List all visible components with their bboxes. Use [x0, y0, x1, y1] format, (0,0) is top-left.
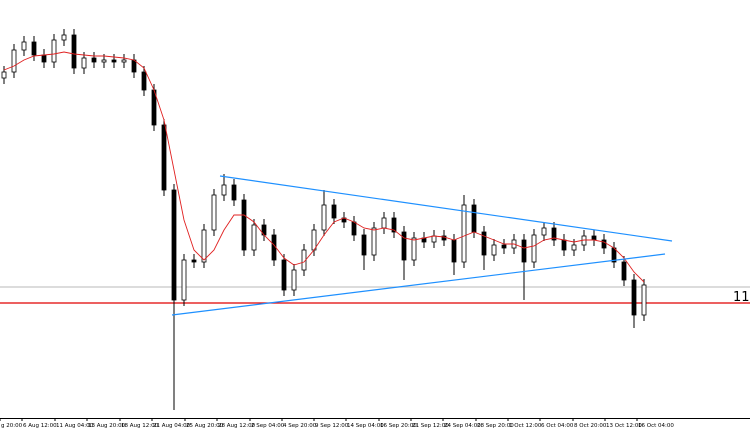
candle-body [111, 59, 117, 63]
candle-body [141, 71, 147, 91]
candle-body [541, 227, 547, 236]
candle-body [401, 231, 407, 261]
x-tick-label: 13 Oct 12:00 [606, 423, 642, 429]
x-tick-label: 6 Aug 12:00 [23, 423, 57, 429]
candle-body [431, 235, 437, 243]
candle-body [201, 229, 207, 263]
candle-body [531, 234, 537, 263]
candle-body [371, 227, 377, 256]
candle-body [51, 39, 57, 63]
x-tick-label: 13 Aug 20:00 [88, 423, 126, 429]
x-tick-label: 4 Sep 20:00 [283, 423, 317, 429]
x-tick-label: 16 Oct 04:00 [638, 423, 674, 429]
candle-body [161, 124, 167, 191]
candle-body [181, 259, 187, 301]
candle-body [71, 34, 77, 69]
candle-body [121, 59, 127, 63]
x-tick-label: 25 Aug 20:00 [186, 423, 224, 429]
candle-body [391, 217, 397, 233]
candle-body [631, 279, 637, 316]
candle-body [1, 71, 7, 79]
x-tick-label: 24 Sep 04:00 [444, 423, 481, 429]
candle-body [321, 204, 327, 231]
candle-body [591, 235, 597, 241]
candle-body [521, 239, 527, 263]
trendline [171, 253, 666, 316]
x-tick-label: 14 Sep 04:00 [347, 423, 384, 429]
x-tick-label: 8 Oct 20:00 [574, 423, 607, 429]
candle-body [91, 57, 97, 63]
candle-body [461, 204, 467, 263]
candle-body [131, 59, 137, 73]
candle-body [561, 239, 567, 251]
x-tick-label: 1 Oct 12:00 [509, 423, 542, 429]
x-tick-label: 2 Sep 04:00 [251, 423, 285, 429]
candle-body [491, 244, 497, 256]
x-tick-label: g 20:00 [1, 423, 23, 429]
candle-body [31, 41, 37, 56]
x-tick-label: 11 Aug 04:00 [56, 423, 94, 429]
candle-body [381, 217, 387, 229]
candles [1, 29, 647, 410]
x-tick-label: 28 Sep 20:00 [477, 423, 514, 429]
candle-body [291, 269, 297, 291]
candle-body [621, 261, 627, 281]
candle-body [281, 259, 287, 291]
x-tick-label: 28 Aug 12:00 [218, 423, 256, 429]
candle-body [221, 184, 227, 196]
candle-body [21, 41, 27, 51]
candle-body [191, 259, 197, 263]
candle-body [241, 199, 247, 251]
x-tick-label: 6 Oct 04:00 [541, 423, 574, 429]
candle-body [501, 244, 507, 249]
x-tick-label: 21 Sep 12:00 [412, 423, 449, 429]
trendline [219, 175, 673, 242]
candle-body [571, 244, 577, 251]
candle-body [11, 49, 17, 73]
candle-body [251, 224, 257, 251]
candle-body [231, 184, 237, 201]
moving-average [3, 51, 645, 283]
x-tick-label: 18 Aug 12:00 [121, 423, 159, 429]
candle-body [601, 239, 607, 249]
candle-body [481, 231, 487, 256]
candle-body [331, 204, 337, 219]
candle-body [551, 227, 557, 241]
candle-body [61, 34, 67, 41]
candle-body [101, 59, 107, 63]
candle-body [41, 54, 47, 63]
horizontal-line-label: 118 [733, 290, 750, 305]
candle-body [411, 237, 417, 261]
candle-body [361, 234, 367, 256]
x-tick-label: 9 Sep 12:00 [315, 423, 349, 429]
x-tick-label: 16 Sep 20:00 [380, 423, 417, 429]
candle-body [171, 189, 177, 301]
candle-body [81, 57, 87, 69]
candle-body [351, 221, 357, 236]
candle-body [451, 239, 457, 263]
candle-body [471, 204, 477, 233]
candle-body [641, 284, 647, 316]
x-tick-label: 21 Aug 04:00 [153, 423, 191, 429]
candle-body [311, 229, 317, 251]
candle-body [211, 194, 217, 231]
